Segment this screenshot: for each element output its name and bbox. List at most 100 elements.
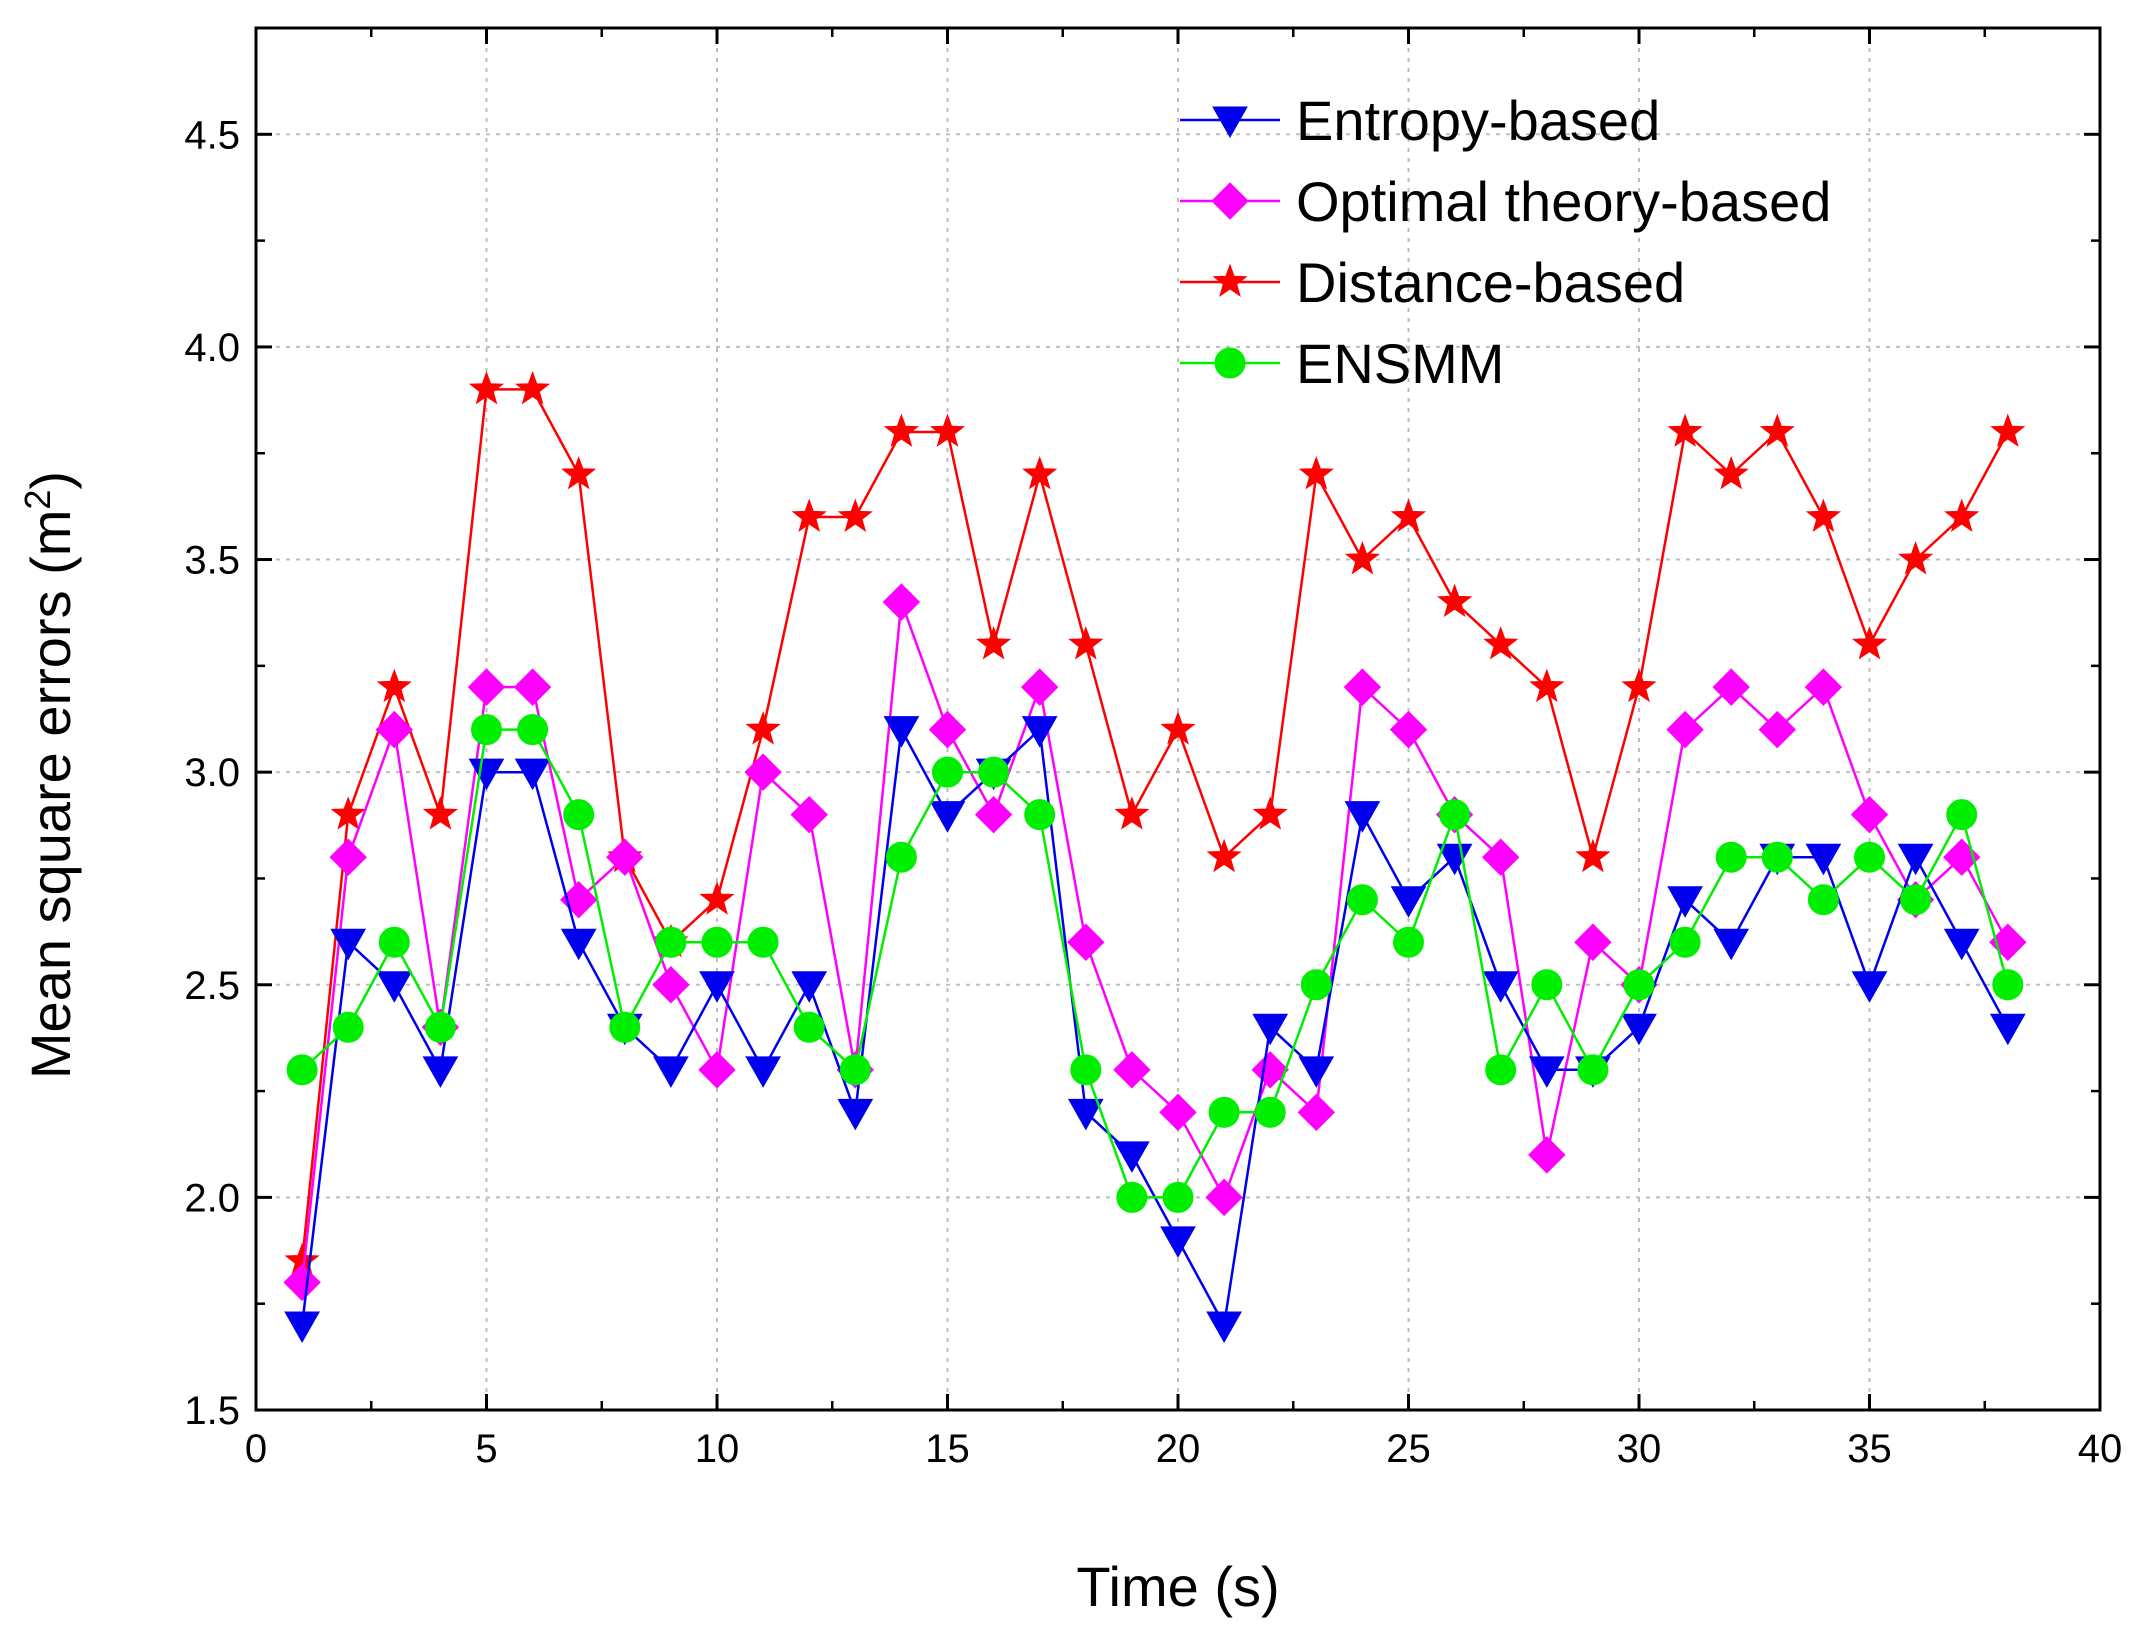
data-point bbox=[1070, 1054, 1102, 1086]
data-point bbox=[1669, 926, 1701, 958]
data-point bbox=[1666, 710, 1704, 749]
x-tick-label: 25 bbox=[1386, 1427, 1431, 1471]
data-point bbox=[1300, 969, 1332, 1001]
y-tick-label: 4.0 bbox=[184, 326, 240, 370]
data-point bbox=[375, 710, 414, 749]
data-point bbox=[790, 795, 828, 834]
legend-item: Distance-based bbox=[1180, 251, 1685, 314]
data-point bbox=[1713, 928, 1750, 961]
x-tick-label: 0 bbox=[245, 1427, 267, 1471]
data-point bbox=[1851, 626, 1888, 660]
data-point bbox=[1900, 884, 1932, 916]
y-tick-label: 3.5 bbox=[184, 539, 240, 583]
data-point bbox=[329, 838, 367, 876]
data-point bbox=[286, 1054, 318, 1086]
legend-marker bbox=[1212, 263, 1248, 297]
data-point bbox=[468, 370, 505, 405]
data-point bbox=[747, 926, 779, 958]
data-point bbox=[837, 1098, 874, 1131]
data-point bbox=[1528, 1136, 1566, 1174]
data-point bbox=[332, 1011, 364, 1043]
legend-label: Distance-based bbox=[1296, 251, 1685, 314]
data-point bbox=[424, 1011, 456, 1043]
axes: 0 5 10 15 20 25 30 35 40 1.5 2.0 2.5 3.0 3.5 4.0 4.5 bbox=[184, 26, 2122, 1471]
data-point bbox=[1850, 795, 1889, 834]
legend-label: Optimal theory-based bbox=[1296, 170, 1831, 233]
data-point bbox=[1205, 1178, 1243, 1217]
data-point bbox=[330, 796, 366, 830]
data-point bbox=[283, 1263, 321, 1302]
data-point bbox=[1482, 971, 1519, 1003]
data-point bbox=[560, 928, 597, 961]
data-point bbox=[1024, 799, 1056, 831]
data-point bbox=[652, 966, 690, 1004]
legend-item: Optimal theory-based bbox=[1180, 170, 1831, 233]
data-point bbox=[1990, 413, 2026, 447]
data-point bbox=[745, 1056, 781, 1088]
data-point bbox=[1067, 1098, 1104, 1131]
data-point bbox=[1854, 841, 1885, 873]
data-point bbox=[515, 370, 551, 405]
data-point bbox=[1667, 413, 1703, 447]
legend-label: Entropy-based bbox=[1296, 89, 1660, 152]
data-point bbox=[791, 971, 828, 1003]
y-tick-label: 1.5 bbox=[184, 1389, 240, 1433]
data-point bbox=[1022, 456, 1058, 490]
data-point bbox=[330, 928, 367, 961]
data-point bbox=[1206, 1311, 1242, 1343]
data-point bbox=[1344, 541, 1380, 575]
legend-marker bbox=[1214, 347, 1246, 379]
data-point bbox=[1389, 710, 1428, 749]
data-point bbox=[1114, 796, 1150, 830]
data-point bbox=[1206, 838, 1242, 873]
data-point bbox=[929, 801, 966, 833]
data-point bbox=[1113, 1051, 1151, 1089]
x-tick-label: 30 bbox=[1617, 1427, 1662, 1471]
data-point bbox=[839, 1054, 871, 1086]
data-point bbox=[744, 753, 782, 791]
series-distance-based bbox=[284, 370, 2026, 1277]
data-point bbox=[698, 1051, 736, 1089]
data-point bbox=[561, 456, 597, 490]
data-point bbox=[1761, 841, 1793, 873]
legend-item: Entropy-based bbox=[1180, 89, 1660, 152]
data-point bbox=[976, 626, 1012, 660]
data-point bbox=[422, 796, 458, 830]
data-point bbox=[1712, 668, 1750, 706]
legend-item: ENSMM bbox=[1180, 332, 1504, 395]
data-point bbox=[1020, 668, 1059, 706]
data-point bbox=[1575, 838, 1611, 873]
data-point bbox=[1621, 1013, 1657, 1046]
data-point bbox=[1992, 969, 2024, 1001]
data-point bbox=[932, 756, 963, 788]
series-line bbox=[301, 728, 2010, 1199]
data-point bbox=[1713, 456, 1749, 490]
x-tick-label: 15 bbox=[925, 1427, 970, 1471]
y-tick-label: 4.5 bbox=[184, 113, 240, 157]
data-point bbox=[1346, 884, 1378, 916]
data-point bbox=[1021, 716, 1058, 748]
legend-label: ENSMM bbox=[1296, 332, 1504, 395]
x-axis-title: Time (s) bbox=[1076, 1555, 1279, 1618]
data-point bbox=[517, 714, 549, 746]
data-point bbox=[1068, 626, 1104, 660]
data-point bbox=[471, 714, 502, 746]
data-point bbox=[1804, 668, 1843, 706]
data-point bbox=[1298, 1056, 1335, 1088]
data-point bbox=[1851, 971, 1888, 1003]
y-tick-label: 2.0 bbox=[184, 1176, 240, 1220]
data-point bbox=[1067, 923, 1105, 961]
data-point bbox=[1254, 1096, 1286, 1128]
data-point bbox=[1159, 1093, 1197, 1132]
data-point bbox=[563, 799, 595, 831]
data-point bbox=[1943, 928, 1980, 961]
data-point bbox=[1807, 884, 1839, 916]
y-axis-title: Mean square errors (m2) bbox=[17, 471, 82, 1079]
data-point bbox=[699, 881, 735, 915]
data-point bbox=[1160, 711, 1196, 745]
data-point bbox=[1439, 799, 1471, 831]
data-point bbox=[883, 413, 919, 447]
data-point bbox=[1481, 838, 1520, 876]
